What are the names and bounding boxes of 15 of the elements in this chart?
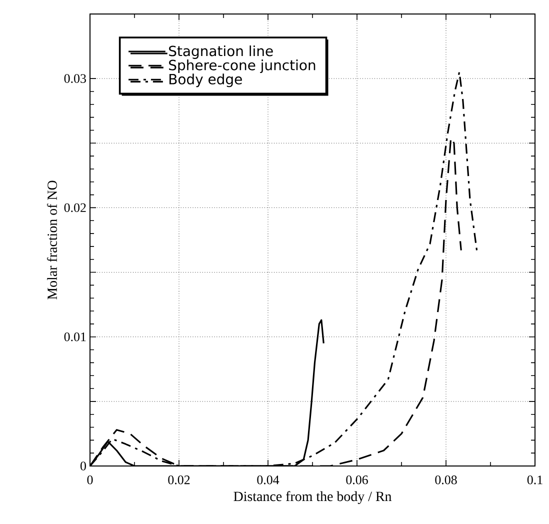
y-tick-label: 0 xyxy=(80,462,86,470)
legend-label: Stagnation line xyxy=(169,45,273,59)
x-tick-label: 0.08 xyxy=(435,476,457,484)
x-tick-label: 0.02 xyxy=(168,476,190,484)
y-tick-label: 0.02 xyxy=(64,203,86,212)
x-axis-title: Distance from the body / Rn xyxy=(234,491,392,504)
y-axis-title: Molar fraction of NO xyxy=(47,180,57,300)
x-tick-label: 0.04 xyxy=(257,476,280,484)
y-tick-label: 0.03 xyxy=(64,74,86,83)
y-tick-label: 0.01 xyxy=(64,332,86,342)
legend-label: Sphere-cone junction xyxy=(169,60,316,74)
x-tick-label: 0.06 xyxy=(346,476,368,484)
x-tick-label: 0 xyxy=(87,476,93,484)
x-tick-label: 0.1 xyxy=(527,476,542,484)
legend-label: Body edge xyxy=(170,74,242,88)
